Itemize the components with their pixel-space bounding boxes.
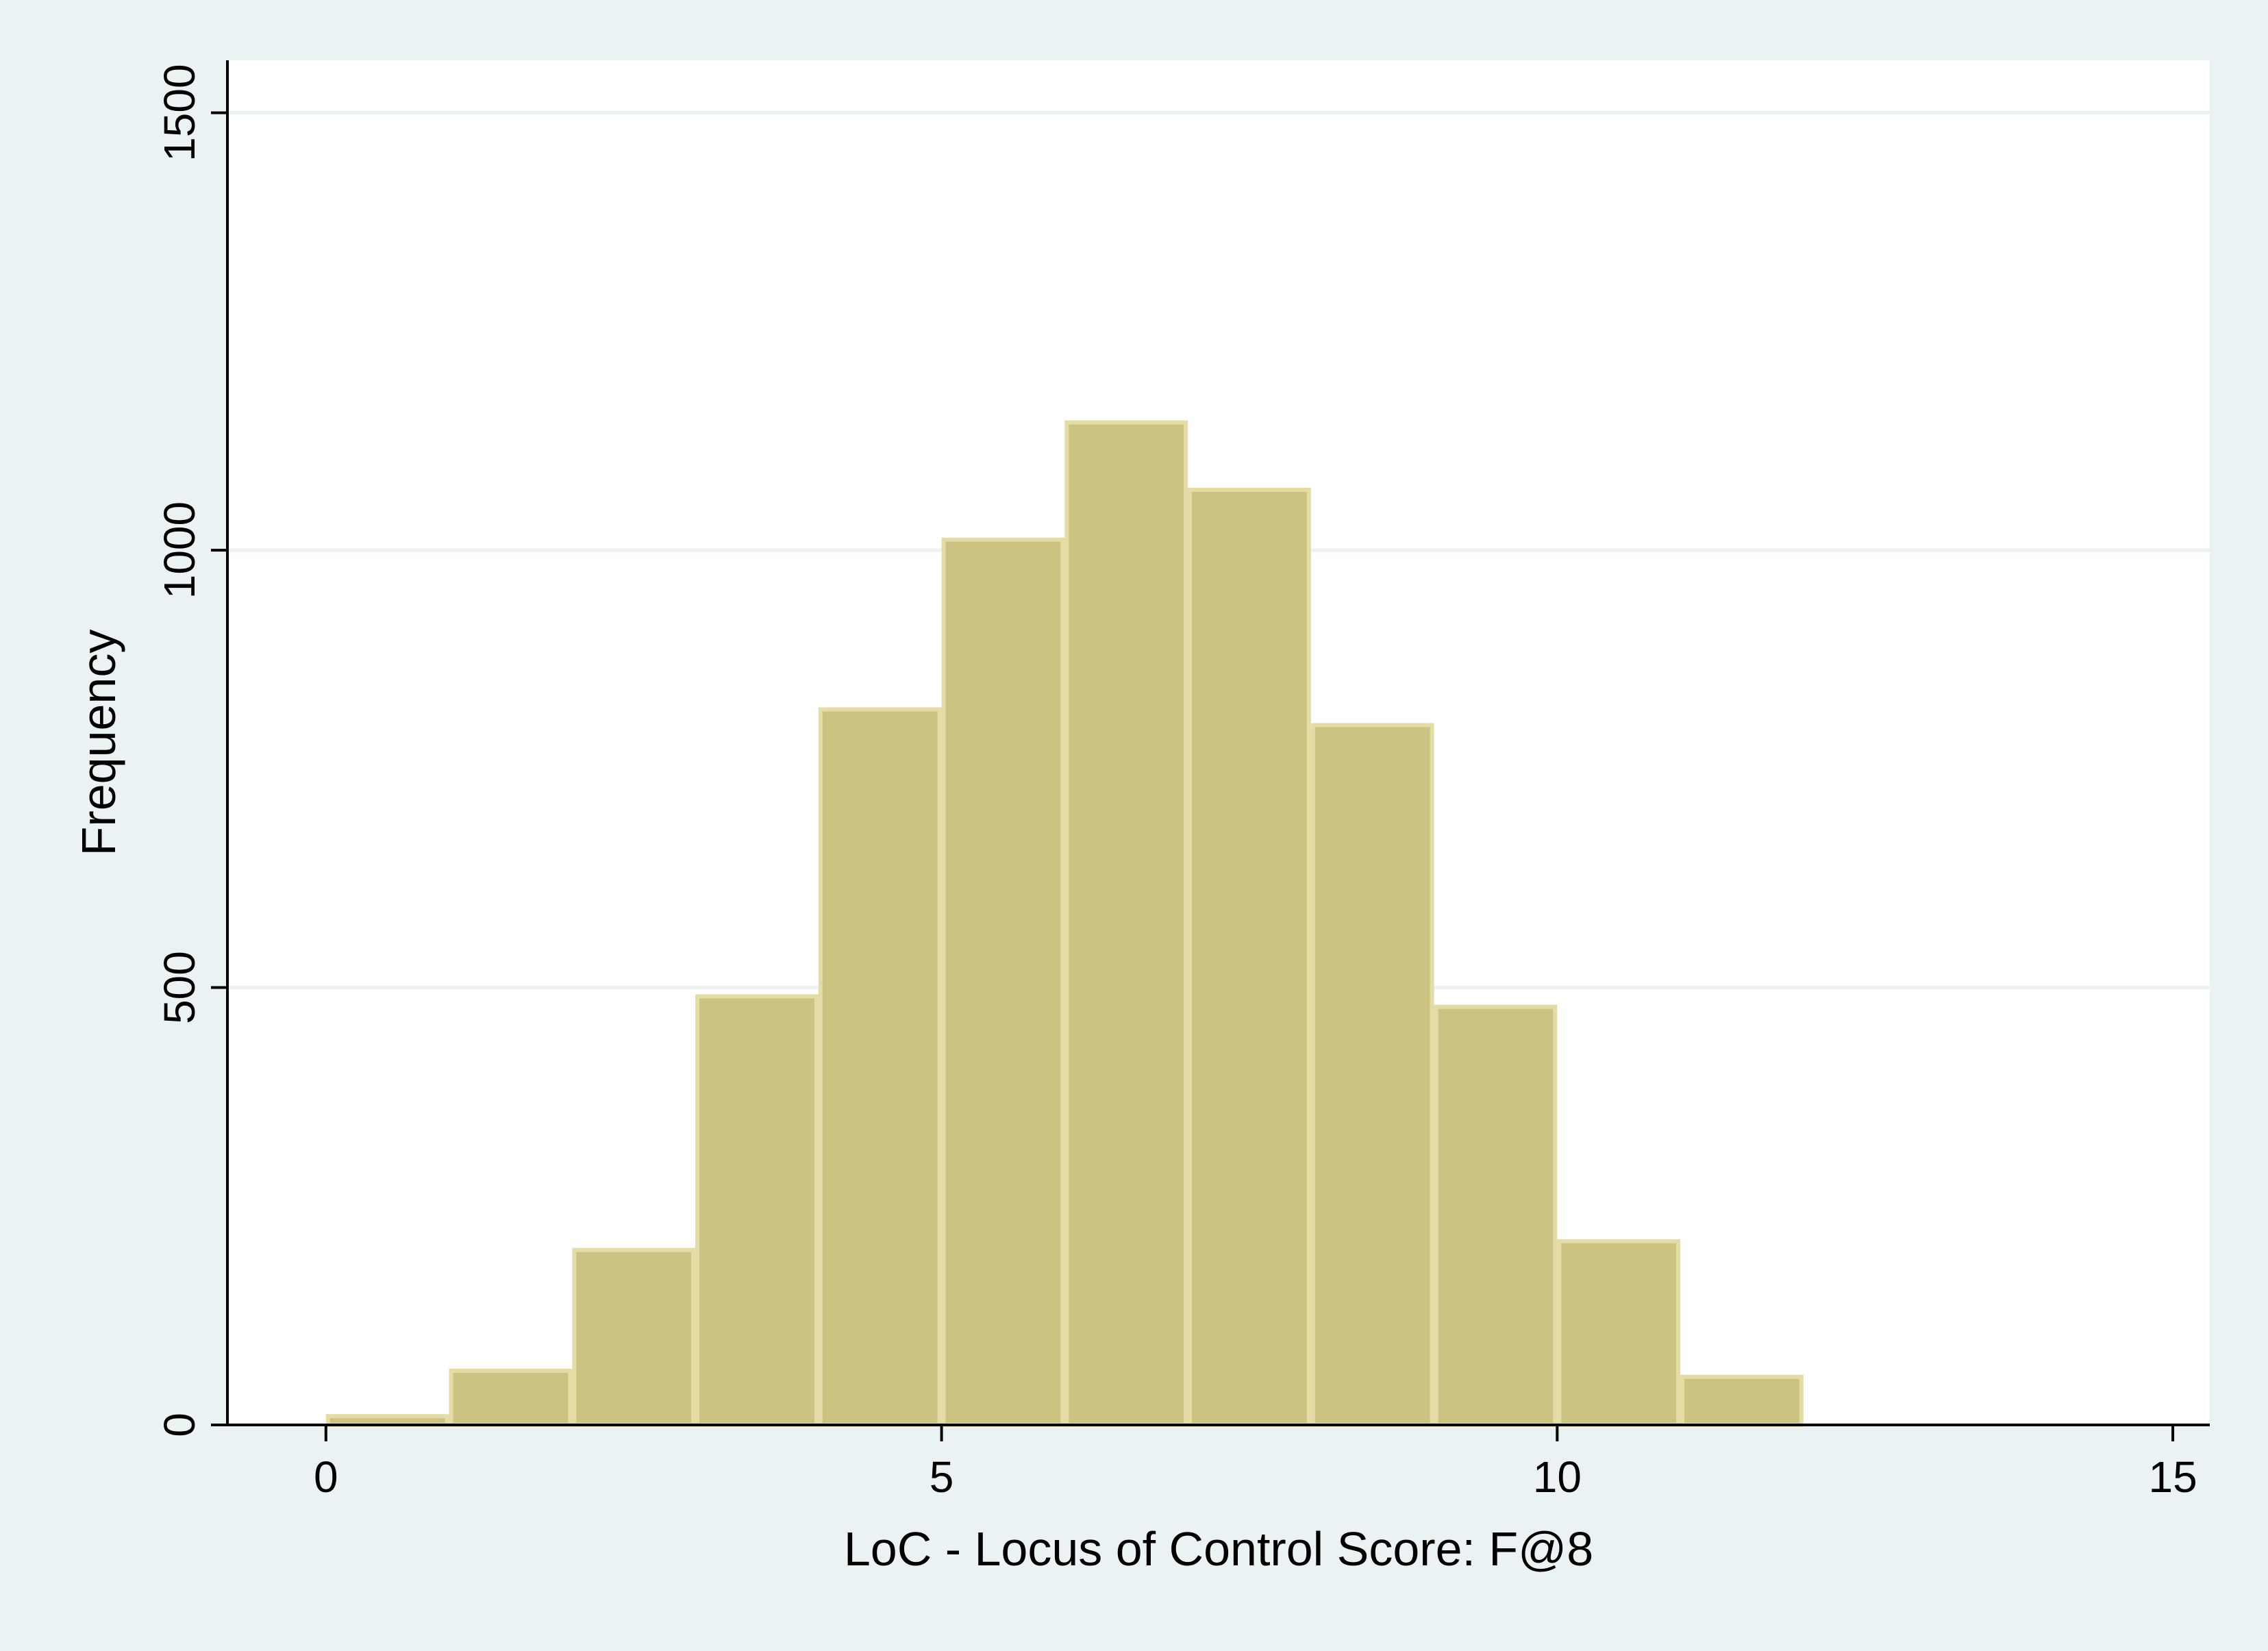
histogram-bar [941,537,1065,1427]
x-tick-label: 0 [314,1452,338,1502]
y-tick-labels: 0 500 1000 1500 [155,64,204,1437]
y-tick-label: 1500 [155,64,204,161]
y-tick-label: 1000 [155,501,204,599]
histogram-bar [1064,420,1188,1428]
y-tick-label: 500 [155,951,204,1024]
histogram-bar [449,1368,573,1428]
histogram-bar [1188,487,1311,1427]
x-tick-label: 5 [930,1452,954,1502]
histogram-bar [1680,1374,1804,1428]
histogram-bar [695,994,819,1428]
y-axis-title: Frequency [72,630,125,856]
bars [325,420,1804,1428]
x-tick-label: 15 [2148,1452,2197,1502]
axes [211,60,2210,1441]
y-tick-label: 0 [155,1413,204,1437]
histogram-bar [1557,1239,1681,1428]
x-tick-label: 10 [1533,1452,1582,1502]
histogram-bar [1434,1004,1558,1427]
x-axis-title: LoC - Locus of Control Score: F@8 [844,1522,1593,1576]
x-tick-labels: 0 5 10 15 [314,1452,2197,1502]
histogram-bar [818,707,942,1427]
histogram-bar [1310,723,1434,1427]
histogram-bar [572,1247,696,1427]
